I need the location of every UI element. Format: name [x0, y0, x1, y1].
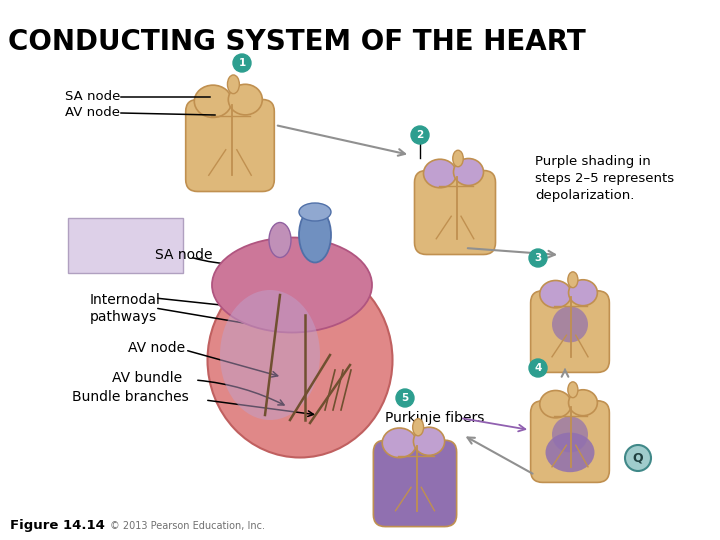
Text: AV node: AV node: [128, 341, 185, 355]
Ellipse shape: [299, 207, 331, 262]
Circle shape: [529, 359, 547, 377]
FancyBboxPatch shape: [186, 99, 274, 192]
Text: AV bundle: AV bundle: [112, 371, 182, 385]
Ellipse shape: [212, 238, 372, 333]
Text: SA node: SA node: [65, 91, 120, 104]
Ellipse shape: [540, 280, 572, 308]
Ellipse shape: [540, 390, 572, 418]
Text: CONDUCTING SYSTEM OF THE HEART: CONDUCTING SYSTEM OF THE HEART: [8, 28, 586, 56]
FancyBboxPatch shape: [531, 291, 609, 373]
Ellipse shape: [552, 306, 588, 342]
Text: Figure 14.14: Figure 14.14: [10, 518, 105, 531]
Text: AV node: AV node: [65, 106, 120, 119]
Text: Q: Q: [633, 451, 643, 464]
Ellipse shape: [207, 262, 392, 457]
Text: Purple shading in
steps 2–5 represents
depolarization.: Purple shading in steps 2–5 represents d…: [535, 155, 674, 202]
Text: Internodal
pathways: Internodal pathways: [90, 293, 161, 325]
Ellipse shape: [413, 418, 423, 436]
Ellipse shape: [568, 272, 578, 288]
Ellipse shape: [299, 203, 331, 221]
Text: 5: 5: [401, 393, 409, 403]
Text: 2: 2: [416, 130, 423, 140]
Circle shape: [529, 249, 547, 267]
Bar: [68, 218, 183, 273]
Text: © 2013 Pearson Education, Inc.: © 2013 Pearson Education, Inc.: [110, 521, 265, 531]
Ellipse shape: [220, 290, 320, 420]
Ellipse shape: [423, 159, 456, 188]
Ellipse shape: [382, 428, 417, 458]
Circle shape: [233, 54, 251, 72]
FancyBboxPatch shape: [374, 440, 456, 526]
Circle shape: [411, 126, 429, 144]
Ellipse shape: [413, 427, 445, 455]
Circle shape: [396, 389, 414, 407]
Ellipse shape: [568, 382, 578, 397]
Text: SA node: SA node: [155, 248, 212, 262]
Text: 3: 3: [534, 253, 541, 263]
Ellipse shape: [228, 84, 262, 115]
Text: 4: 4: [534, 363, 541, 373]
Ellipse shape: [552, 416, 588, 453]
Ellipse shape: [546, 433, 595, 472]
Circle shape: [625, 445, 651, 471]
Ellipse shape: [569, 280, 598, 306]
Ellipse shape: [228, 75, 239, 93]
Text: Purkinje fibers: Purkinje fibers: [385, 411, 485, 425]
FancyBboxPatch shape: [415, 171, 495, 254]
Ellipse shape: [569, 390, 598, 416]
Ellipse shape: [454, 159, 484, 186]
Ellipse shape: [269, 222, 291, 258]
FancyBboxPatch shape: [531, 401, 609, 482]
Text: Bundle branches: Bundle branches: [72, 390, 189, 404]
Ellipse shape: [194, 85, 232, 117]
Text: 1: 1: [238, 58, 246, 68]
Ellipse shape: [453, 150, 463, 167]
